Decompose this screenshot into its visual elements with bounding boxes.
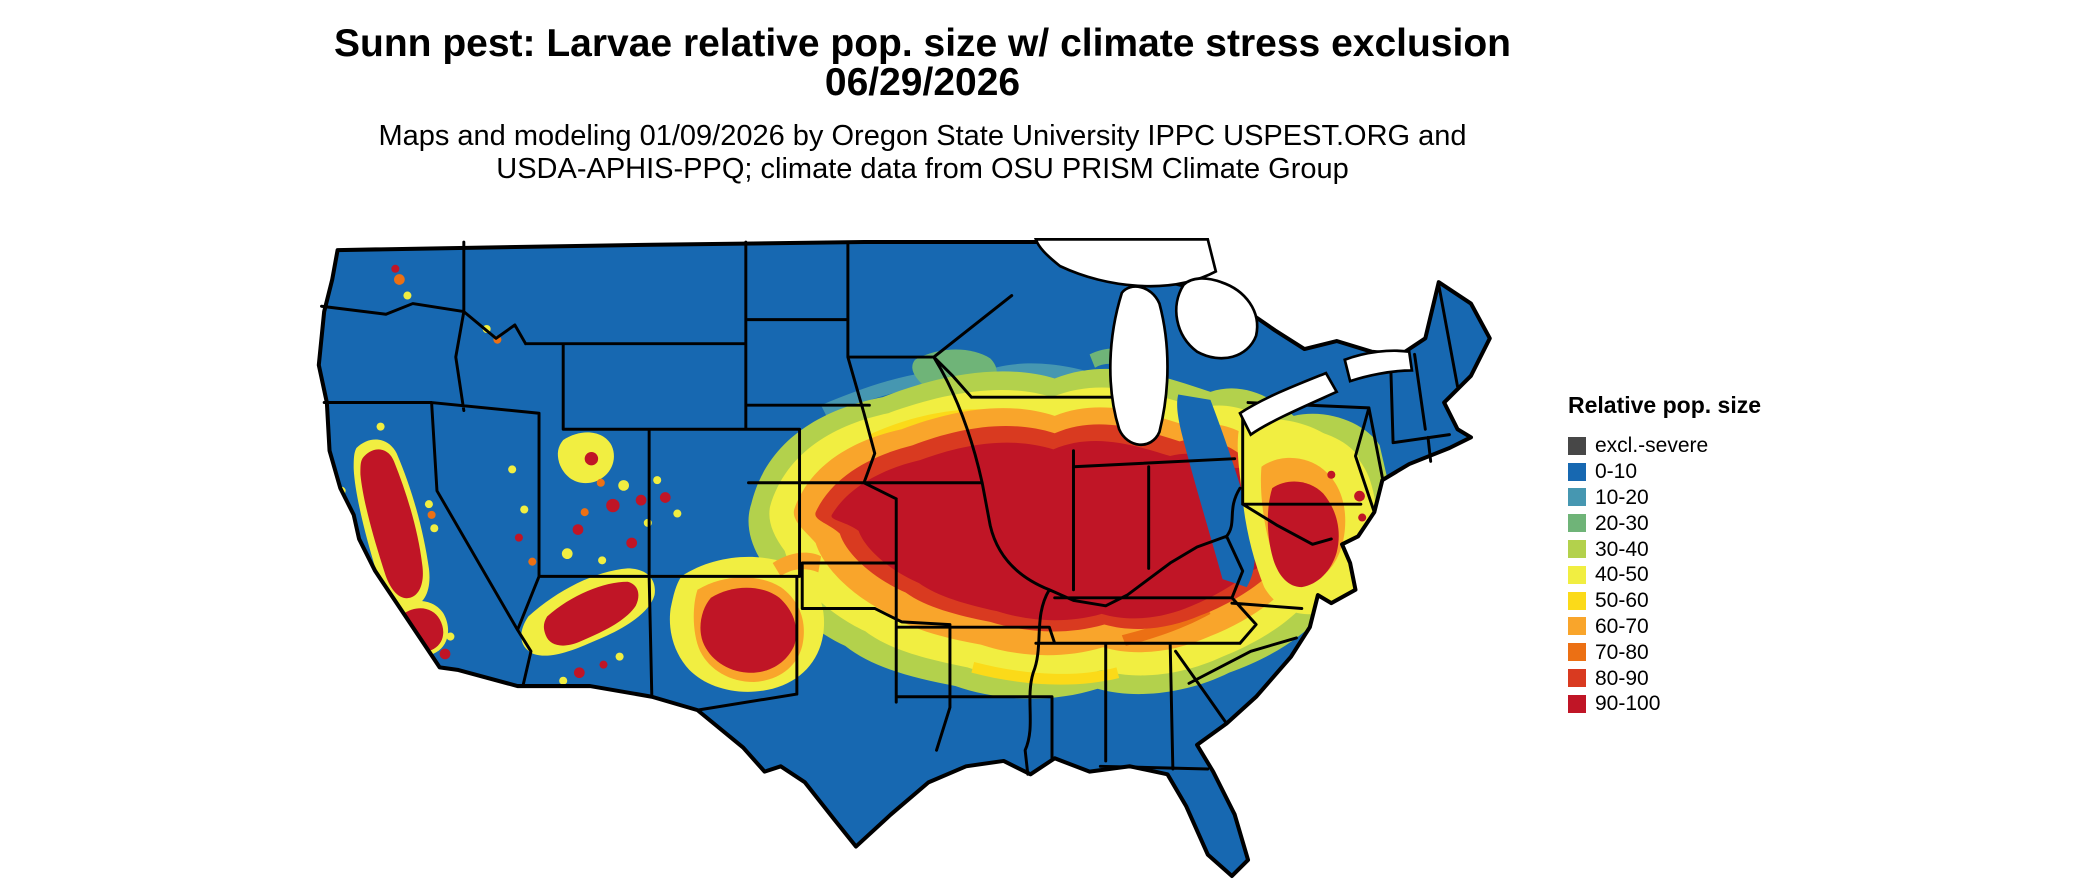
band-90-100-core — [831, 440, 1300, 621]
great-lakes — [1034, 238, 1414, 447]
ut-speck — [596, 478, 605, 487]
wa-speck — [391, 264, 400, 273]
de-speck — [1327, 470, 1336, 479]
legend-label: 20-30 — [1595, 511, 1649, 535]
nv-speck — [528, 557, 537, 566]
nj-speck — [1354, 490, 1365, 502]
figure-title: Sunn pest: Larvae relative pop. size w/ … — [0, 24, 1845, 102]
us-coastline — [316, 240, 1492, 878]
panhandle-bridge — [772, 552, 822, 577]
ca-speck — [426, 664, 435, 673]
legend-swatch — [1568, 694, 1586, 713]
legend-label: 60-70 — [1595, 614, 1649, 638]
wtx-90-100 — [700, 587, 797, 673]
ut-speck — [618, 480, 629, 491]
sierra-speck — [427, 510, 436, 519]
ut-speck — [561, 548, 573, 560]
az-speck — [573, 667, 585, 679]
accent-50-60-south — [971, 661, 1120, 685]
legend-swatch — [1568, 540, 1586, 559]
legend-title: Relative pop. size — [1568, 392, 1762, 418]
legend-item: 0-10 — [1568, 459, 1848, 485]
legend-item: 30-40 — [1568, 536, 1848, 562]
ca-speck — [381, 617, 390, 626]
co-speck — [673, 509, 682, 518]
ut-speck — [598, 556, 607, 565]
legend-label: excl.-severe — [1595, 434, 1709, 458]
legend-swatch — [1568, 436, 1586, 455]
legend-swatch — [1568, 669, 1586, 688]
co-speck — [653, 476, 662, 485]
ut-speck — [635, 494, 647, 506]
legend-swatch — [1568, 514, 1586, 533]
lake-huron — [1174, 277, 1259, 360]
title-line-2: 06/29/2026 — [824, 61, 1021, 104]
title-line-1: Sunn pest: Larvae relative pop. size w/ … — [334, 22, 1511, 65]
ut-speck — [572, 524, 584, 535]
legend-items: excl.-severe 0-10 10-20 20-30 30-40 40-50 50-6… — [1568, 433, 1848, 717]
legend-item: 40-50 — [1568, 562, 1848, 588]
ca-speck — [439, 648, 451, 660]
legend-label: 0-10 — [1595, 460, 1638, 484]
nv-speck — [514, 533, 523, 542]
sierra-speck — [430, 524, 439, 533]
legend-swatch — [1568, 591, 1586, 610]
wa-speck — [403, 291, 412, 300]
legend-item: 70-80 — [1568, 639, 1848, 665]
appalachian-blue-gap — [1177, 394, 1255, 588]
figure-subtitle: Maps and modeling 01/09/2026 by Oregon S… — [0, 120, 1845, 186]
legend-swatch — [1568, 565, 1586, 584]
legend-item: 10-20 — [1568, 485, 1848, 511]
legend-label: 80-90 — [1595, 666, 1649, 690]
subtitle-line-2: USDA-APHIS-PPQ; climate data from OSU PR… — [496, 153, 1349, 186]
az-speck — [559, 676, 568, 685]
ut-speck — [580, 508, 589, 517]
legend: Relative pop. size excl.-severe 0-10 10-20… — [1568, 392, 1848, 717]
population-overlay — [337, 242, 1394, 699]
midatlantic-90-100 — [1267, 481, 1339, 588]
lake-michigan — [1109, 285, 1169, 447]
legend-label: 50-60 — [1595, 589, 1649, 613]
ca-valley-90-100 — [360, 449, 423, 599]
wa-speck — [394, 274, 405, 285]
co-speck — [659, 492, 671, 503]
wa-excluded-speck — [356, 242, 362, 247]
ca-speck — [446, 632, 455, 641]
ca-speck — [376, 422, 385, 431]
sierra-speck — [424, 500, 433, 509]
legend-item: 80-90 — [1568, 665, 1848, 691]
legend-swatch — [1568, 617, 1586, 636]
nv-speck — [520, 505, 529, 514]
nj-speck — [1358, 513, 1367, 522]
legend-swatch — [1568, 643, 1586, 662]
nv-speck — [508, 465, 517, 474]
ut-speck — [626, 537, 638, 549]
legend-item: 60-70 — [1568, 614, 1848, 640]
ut-speck — [584, 452, 599, 466]
legend-label: 10-20 — [1595, 485, 1649, 509]
legend-item: 20-30 — [1568, 510, 1848, 536]
us-map — [300, 226, 1522, 888]
legend-item: 90-100 — [1568, 691, 1848, 717]
az-speck — [599, 660, 608, 669]
ut-speck — [606, 498, 620, 513]
legend-item: 50-60 — [1568, 588, 1848, 614]
legend-item: excl.-severe — [1568, 433, 1848, 459]
legend-swatch — [1568, 488, 1586, 507]
az-90-100 — [543, 581, 639, 646]
legend-label: 40-50 — [1595, 563, 1649, 587]
us-map-svg — [316, 238, 1492, 878]
legend-label: 90-100 — [1595, 692, 1661, 716]
legend-swatch — [1568, 462, 1586, 481]
lake-ontario — [1343, 349, 1414, 383]
az-speck — [615, 652, 624, 661]
figure-header: Sunn pest: Larvae relative pop. size w/ … — [0, 24, 1845, 186]
state-borders — [320, 240, 1460, 776]
subtitle-line-1: Maps and modeling 01/09/2026 by Oregon S… — [378, 120, 1467, 152]
lake-erie — [1238, 371, 1339, 437]
legend-label: 70-80 — [1595, 640, 1649, 664]
legend-label: 30-40 — [1595, 537, 1649, 561]
